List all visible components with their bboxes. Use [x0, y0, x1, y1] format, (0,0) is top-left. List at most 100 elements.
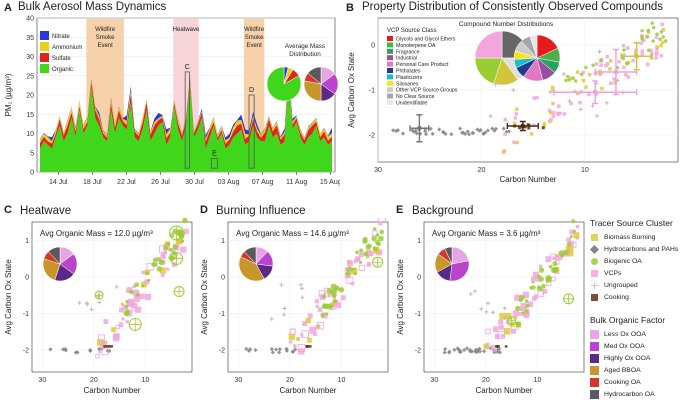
point-biogenic	[338, 287, 345, 293]
point-vcp	[655, 45, 659, 49]
y-tick-label-3: -2	[23, 348, 29, 355]
point-vcp	[515, 140, 519, 145]
annotation: Avg Organic Mass = 3.6 µg/m³	[432, 229, 541, 238]
point-vcp	[533, 271, 540, 278]
ring-cross-0	[563, 293, 574, 304]
vcp-swatch-4	[387, 61, 393, 67]
factor-legend-label: Aged BBOA	[604, 366, 641, 374]
point-biogenic	[651, 39, 655, 43]
point-vcp	[661, 28, 666, 32]
point-vcp	[599, 63, 603, 67]
point-biogenic	[329, 288, 336, 295]
factor-swatch	[590, 353, 599, 363]
point-hydrocarbon	[449, 132, 454, 137]
point-vcp-open	[378, 218, 386, 224]
point-vcp	[538, 264, 543, 269]
point-biogenic	[163, 245, 169, 251]
factor-legend-item: Aged BBOA	[590, 364, 685, 376]
point-vcp	[120, 302, 124, 306]
x-tick-label-2: 10	[581, 167, 589, 174]
point-biogenic	[375, 240, 380, 246]
point-biogenic	[569, 235, 573, 239]
tracer-legend-title: Tracer Source Cluster	[590, 218, 673, 228]
point-vcp	[175, 238, 183, 245]
point-vcp	[126, 300, 133, 307]
point-cooking	[527, 126, 531, 130]
point-vcp	[513, 116, 518, 120]
point-vcp	[307, 313, 313, 319]
point-vcp	[97, 339, 104, 346]
tracer-legend-label: Cooking	[604, 293, 629, 301]
point-hydrocarbon	[474, 350, 480, 355]
point-ungrouped	[490, 310, 495, 315]
point-vcp	[568, 251, 574, 257]
point-biogenic	[524, 299, 529, 303]
y-axis-label: Avg Carbon Ox State	[396, 259, 405, 335]
point-biogenic	[379, 229, 385, 235]
tracer-legend-item: Cooking	[590, 291, 685, 303]
point-vcp	[511, 328, 516, 334]
point-hydrocarbon	[492, 128, 497, 133]
point-vcp	[613, 81, 617, 85]
point-ungrouped	[114, 284, 119, 289]
point-cooking	[517, 126, 521, 130]
vcp-swatch-7	[387, 80, 393, 86]
point-biogenic	[147, 278, 151, 283]
point-vcp	[565, 245, 571, 251]
event-label-0: Smoke	[96, 35, 115, 41]
point-vcp	[346, 260, 353, 267]
point-hydrocarbon	[413, 128, 418, 133]
box-D	[248, 94, 255, 169]
point-vcp	[518, 311, 523, 316]
errorbar-center-0	[416, 125, 422, 131]
point-vcp	[545, 256, 552, 262]
point-vcp	[646, 62, 650, 67]
tracer-legend-label: Biomass Burning	[604, 233, 656, 241]
point-vcp	[547, 108, 552, 113]
point-vcp	[529, 132, 534, 136]
point-vcp	[552, 256, 557, 261]
vcp-swatch-9	[387, 93, 393, 99]
point-vcp	[640, 49, 645, 53]
point-biogenic	[129, 290, 134, 295]
tracer-marker	[591, 281, 598, 289]
point-vcp	[655, 47, 659, 51]
point-vcp	[600, 86, 604, 91]
point-ungrouped	[84, 301, 89, 306]
vcp-label-8: Other VCP Source Groups	[396, 88, 458, 94]
point-hydrocarbon	[452, 347, 457, 352]
errorbar-center-4	[634, 53, 640, 59]
factor-legend-item: Highly Ox OOA	[590, 352, 685, 364]
point-vcp	[503, 328, 511, 335]
factor-legend-item: Less Ox OOA	[590, 328, 685, 340]
vcp-swatch-8	[387, 87, 393, 93]
point-biogenic	[373, 227, 377, 231]
point-vcp	[549, 117, 553, 122]
x-tick-label-0: 14 Jul	[49, 179, 68, 186]
tracer-marker-icon	[590, 244, 599, 254]
tracer-marker-icon	[591, 293, 598, 301]
point-vcp	[111, 327, 117, 333]
ring-cross-1	[170, 252, 183, 265]
point-vcp	[160, 253, 166, 259]
panel-b-title: Property Distribution of Consistently Ob…	[362, 1, 664, 13]
errorbar-center-1	[520, 123, 526, 129]
point-biogenic	[375, 233, 380, 237]
point-vcp	[514, 294, 521, 302]
y-tick-label-5: 25	[26, 73, 34, 80]
point-biogenic	[599, 58, 603, 62]
panel-e-letter: E	[396, 204, 404, 216]
y-axis-label: Avg Carbon Ox State	[4, 259, 13, 335]
point-vcp	[548, 110, 553, 115]
x-tick-label-8: 15 Aug	[320, 179, 340, 186]
point-vcp	[608, 59, 613, 63]
point-ungrouped	[299, 286, 304, 291]
point-vcp	[313, 332, 317, 337]
point-ungrouped	[479, 306, 484, 311]
point-hydrocarbon	[253, 348, 258, 353]
point-hydrocarbon	[440, 129, 446, 134]
point-biogenic	[659, 30, 664, 34]
panel-b-chart: 0 -1 -2 30 20 10 Carbon Number Avg Carbon Ox St…	[347, 17, 679, 184]
x-axis-label: Carbon Number	[84, 386, 141, 395]
factor-swatch	[590, 329, 599, 339]
